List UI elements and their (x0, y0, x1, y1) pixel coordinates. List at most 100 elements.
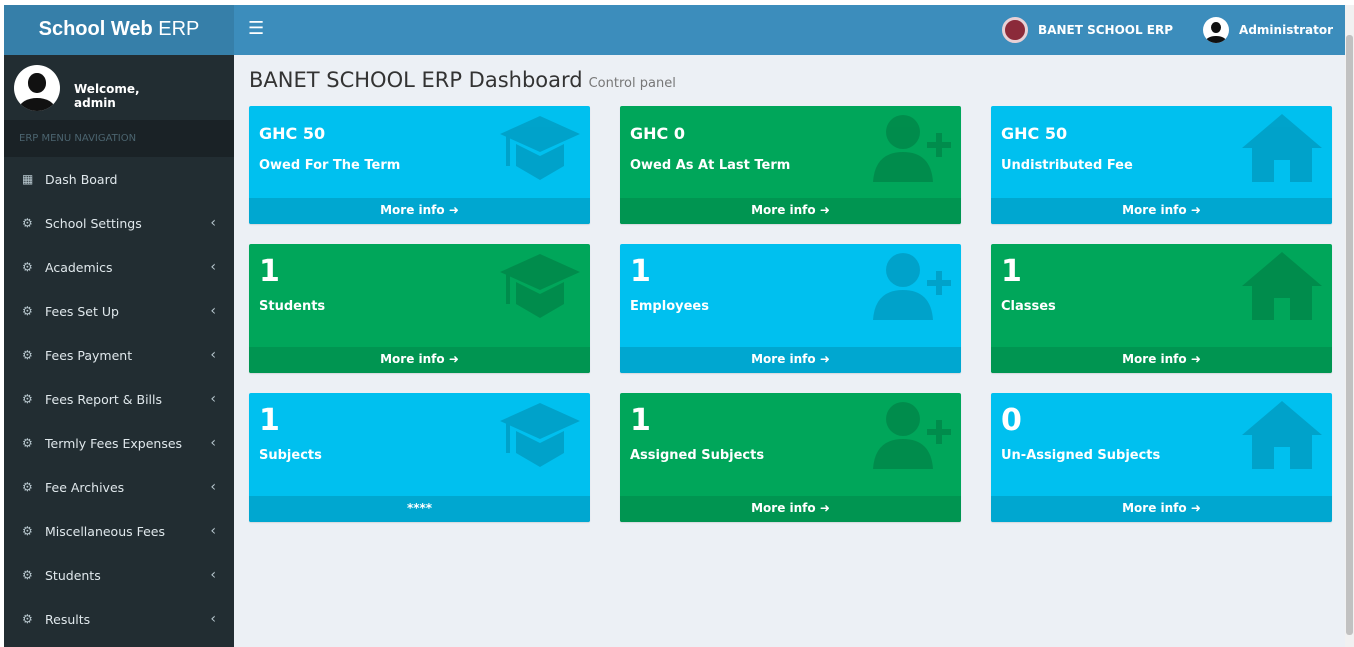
more-info-link[interactable]: **** (249, 496, 590, 522)
school-menu[interactable]: BANET SCHOOL ERP (1002, 17, 1173, 43)
stat-label: Owed For The Term (259, 158, 401, 173)
sidebar-item-label: Results (45, 611, 91, 627)
chevron-left-icon: ‹ (210, 215, 216, 231)
stat-value: 1 (630, 403, 651, 438)
home-icon (1242, 401, 1322, 469)
more-info-link[interactable]: More info ➜ (620, 347, 961, 373)
cogs-icon: ⚙ (22, 480, 33, 494)
chevron-left-icon: ‹ (210, 523, 216, 539)
more-info-link[interactable]: More info ➜ (620, 496, 961, 522)
sidebar-item-academics[interactable]: ⚙ Academics ‹ (4, 245, 234, 289)
arrow-circle-right-icon: ➜ (448, 203, 459, 217)
chevron-left-icon: ‹ (210, 391, 216, 407)
app-window: School Web ERP ☰ BANET SCHOOL ERP Admini… (4, 5, 1345, 647)
welcome-text: Welcome, (74, 82, 140, 96)
stat-box-students: 1 Students More info ➜ (249, 244, 590, 373)
user-plus-icon (873, 115, 951, 182)
scrollbar-thumb[interactable] (1346, 35, 1353, 635)
footer-text: More info (1122, 203, 1187, 217)
sidebar-item-label: Fees Payment (45, 347, 133, 363)
stat-value: GHC 50 (259, 124, 326, 143)
more-info-link[interactable]: More info ➜ (620, 198, 961, 224)
user-avatar-icon (1203, 17, 1230, 43)
school-name: BANET SCHOOL ERP (1038, 23, 1174, 37)
more-info-link[interactable]: More info ➜ (991, 198, 1332, 224)
sidebar-item-miscellaneous-fees[interactable]: ⚙ Miscellaneous Fees ‹ (4, 509, 234, 553)
sidebar-item-label: Termly Fees Expenses (45, 435, 183, 451)
stat-box-owed-as-at-last-term: GHC 0 Owed As At Last Term More info ➜ (620, 106, 961, 224)
avatar (14, 65, 60, 111)
stat-box-owed-for-the-term: GHC 50 Owed For The Term More info ➜ (249, 106, 590, 224)
sidebar-item-fee-archives[interactable]: ⚙ Fee Archives ‹ (4, 465, 234, 509)
user-plus-icon (873, 253, 951, 320)
arrow-circle-right-icon: ➜ (1190, 203, 1201, 217)
stat-box-employees: 1 Employees More info ➜ (620, 244, 961, 373)
user-plus-icon (873, 402, 951, 469)
stat-grid: GHC 50 Owed For The Term More info ➜ GHC 0 O… (249, 106, 1345, 522)
scrollbar[interactable] (1345, 5, 1354, 647)
graduation-cap-icon (500, 116, 580, 180)
stat-label: Assigned Subjects (630, 448, 765, 463)
chevron-left-icon: ‹ (210, 567, 216, 583)
chevron-left-icon: ‹ (210, 435, 216, 451)
sidebar-item-label: Students (45, 567, 101, 583)
more-info-link[interactable]: More info ➜ (249, 347, 590, 373)
more-info-link[interactable]: More info ➜ (991, 347, 1332, 373)
sidebar-item-school-settings[interactable]: ⚙ School Settings ‹ (4, 201, 234, 245)
sidebar-toggle-icon[interactable]: ☰ (248, 18, 265, 39)
logo-bold: School Web (38, 18, 153, 40)
sidebar-item-termly-fees-expenses[interactable]: ⚙ Termly Fees Expenses ‹ (4, 421, 234, 465)
sidebar-item-results[interactable]: ⚙ Results ‹ (4, 597, 234, 641)
chevron-left-icon: ‹ (210, 479, 216, 495)
content: BANET SCHOOL ERP Dashboard Control panel … (249, 55, 1345, 522)
arrow-circle-right-icon: ➜ (819, 203, 830, 217)
stat-label: Classes (1001, 299, 1056, 314)
sidebar-item-fees-payment[interactable]: ⚙ Fees Payment ‹ (4, 333, 234, 377)
chevron-left-icon: ‹ (210, 611, 216, 627)
stat-value: 1 (259, 254, 280, 289)
cogs-icon: ⚙ (22, 348, 33, 362)
arrow-circle-right-icon: ➜ (448, 352, 459, 366)
username: admin (74, 96, 116, 110)
stat-box-un-assigned-subjects: 0 Un-Assigned Subjects More info ➜ (991, 393, 1332, 522)
stat-label: Employees (630, 299, 709, 314)
chevron-left-icon: ‹ (210, 347, 216, 363)
footer-text: More info (751, 352, 816, 366)
more-info-link[interactable]: More info ➜ (249, 198, 590, 224)
footer-text: More info (380, 203, 445, 217)
stat-label: Undistributed Fee (1001, 158, 1133, 173)
stat-label: Un-Assigned Subjects (1001, 448, 1161, 463)
more-info-link[interactable]: More info ➜ (991, 496, 1332, 522)
footer-text: More info (1122, 352, 1187, 366)
sidebar-item-dash-board[interactable]: ▦ Dash Board (4, 157, 234, 201)
top-navbar: ☰ BANET SCHOOL ERP Administrator (234, 5, 1345, 55)
menu-header: ERP MENU NAVIGATION (4, 120, 234, 157)
user-menu[interactable]: Administrator (1203, 17, 1333, 43)
logo-light: ERP (152, 18, 200, 40)
stat-box-assigned-subjects: 1 Assigned Subjects More info ➜ (620, 393, 961, 522)
arrow-circle-right-icon: ➜ (1190, 352, 1201, 366)
arrow-circle-right-icon: ➜ (1190, 501, 1201, 515)
sidebar-item-fees-report-bills[interactable]: ⚙ Fees Report & Bills ‹ (4, 377, 234, 421)
sidebar: Welcome, admin ERP MENU NAVIGATION ▦ Dash … (4, 55, 234, 647)
arrow-circle-right-icon: ➜ (819, 501, 830, 515)
stat-box-classes: 1 Classes More info ➜ (991, 244, 1332, 373)
sidebar-item-fees-set-up[interactable]: ⚙ Fees Set Up ‹ (4, 289, 234, 333)
footer-text: **** (406, 501, 433, 515)
stat-value: 1 (259, 403, 280, 438)
cogs-icon: ⚙ (22, 304, 33, 318)
school-seal-icon (1002, 17, 1029, 43)
app-logo[interactable]: School Web ERP (4, 5, 234, 55)
sidebar-item-label: Academics (45, 259, 113, 275)
sidebar-item-students[interactable]: ⚙ Students ‹ (4, 553, 234, 597)
stat-value: GHC 0 (630, 124, 685, 143)
footer-text: More info (1122, 501, 1187, 515)
stat-value: 0 (1001, 403, 1022, 438)
stat-label: Students (259, 299, 326, 314)
footer-text: More info (751, 203, 816, 217)
home-icon (1242, 252, 1322, 320)
stat-value: 1 (1001, 254, 1022, 289)
stat-box-subjects: 1 Subjects **** (249, 393, 590, 522)
footer-text: More info (380, 352, 445, 366)
sidebar-item-label: Fee Archives (45, 479, 125, 495)
